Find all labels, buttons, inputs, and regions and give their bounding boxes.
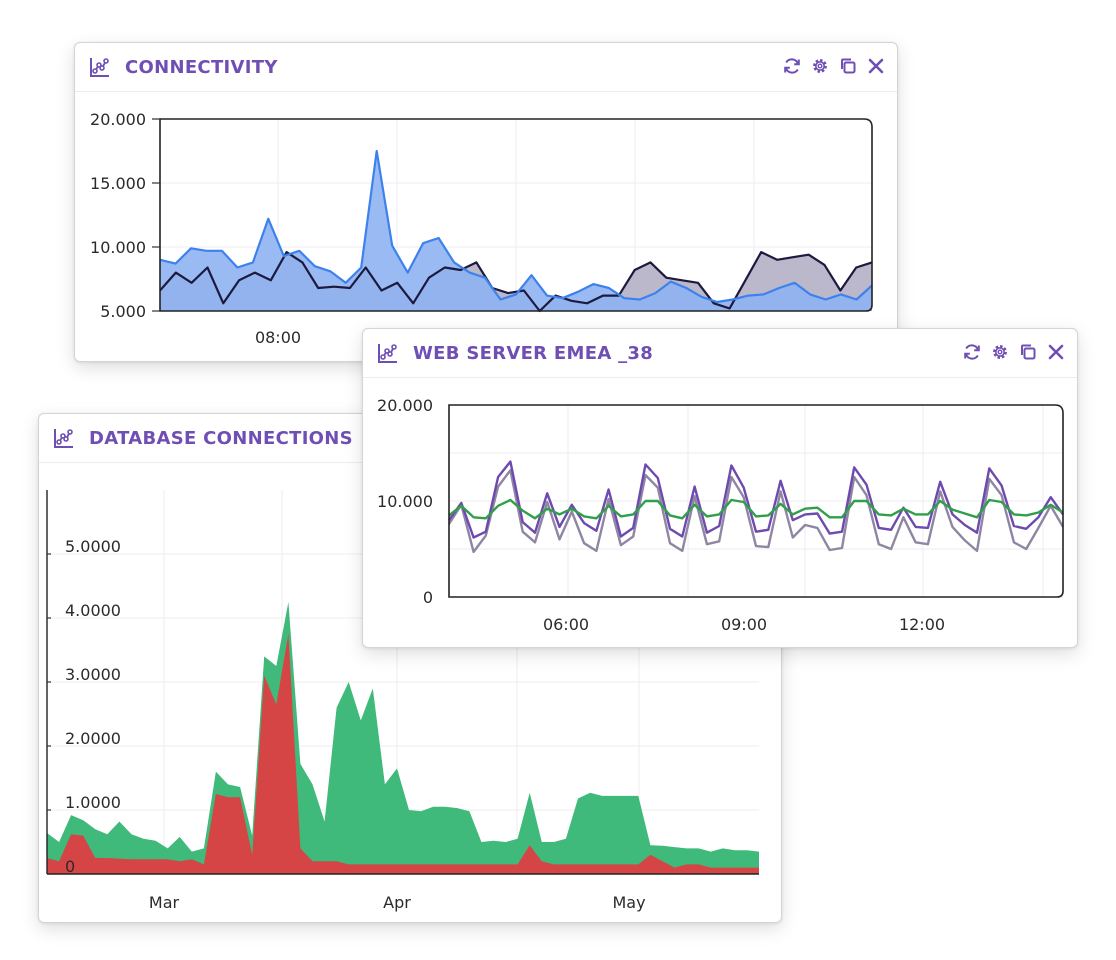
gear-icon[interactable] <box>989 341 1011 363</box>
close-icon[interactable] <box>1045 341 1067 363</box>
x-tick-label: 08:00 <box>255 328 301 347</box>
x-tick-label: 06:00 <box>543 615 589 634</box>
panel-title: DATABASE CONNECTIONS <box>89 427 353 449</box>
series-line-green <box>448 498 1064 520</box>
y-tick-label: 3.0000 <box>65 665 121 684</box>
y-tick-label: 2.0000 <box>65 729 121 748</box>
chart-icon <box>378 344 397 363</box>
y-tick-label: 10.000 <box>377 492 433 511</box>
gear-icon[interactable] <box>809 55 831 77</box>
chart-icon <box>54 429 73 448</box>
x-tick-label: Apr <box>383 893 411 912</box>
y-tick-label: 20.000 <box>90 110 146 129</box>
panel-title: CONNECTIVITY <box>125 56 278 78</box>
connectivity-panel: CONNECTIVITY 20.000 15.000 10.000 5.000 08:0… <box>74 42 898 362</box>
y-tick-label: 15.000 <box>90 174 146 193</box>
connectivity-chart: 20.000 15.000 10.000 5.000 08:00 <box>90 110 873 347</box>
y-tick-label: 0 <box>65 857 75 876</box>
chart-icon <box>90 58 109 77</box>
series-area-blue <box>160 151 872 311</box>
y-tick-label: 20.000 <box>377 396 433 415</box>
series-line-grey <box>447 469 1065 554</box>
plot-frame <box>159 118 873 312</box>
y-tick-label: 5.0000 <box>65 537 121 556</box>
web-server-panel: WEB SERVER EMEA _38 20.000 10.000 0 06:00 09… <box>362 328 1078 648</box>
panel-actions <box>961 341 1067 363</box>
x-tick-label: Mar <box>149 893 180 912</box>
y-tick-label: 4.0000 <box>65 601 121 620</box>
plot-frame <box>448 404 1064 598</box>
copy-icon[interactable] <box>837 55 859 77</box>
database-connections-chart: 5.0000 4.0000 3.0000 2.0000 1.0000 0 Mar Apr May <box>46 490 759 912</box>
close-icon[interactable] <box>865 55 887 77</box>
series-line-purple <box>448 460 1064 539</box>
series-line-navy <box>159 251 873 313</box>
x-tick-label: 09:00 <box>721 615 767 634</box>
refresh-icon[interactable] <box>781 55 803 77</box>
y-tick-label: 10.000 <box>90 238 146 257</box>
series-line-blue <box>159 149 873 304</box>
refresh-icon[interactable] <box>961 341 983 363</box>
x-tick-label: 12:00 <box>899 615 945 634</box>
y-tick-label: 5.000 <box>100 302 146 321</box>
panel-actions <box>781 55 887 77</box>
series-area-red <box>47 634 759 874</box>
panel-title: WEB SERVER EMEA _38 <box>413 342 654 364</box>
y-tick-label: 0 <box>423 588 433 607</box>
y-tick-label: 1.0000 <box>65 793 121 812</box>
copy-icon[interactable] <box>1017 341 1039 363</box>
x-tick-label: May <box>612 893 645 912</box>
panel-header: CONNECTIVITY <box>75 43 897 92</box>
web-server-chart: 20.000 10.000 0 06:00 09:00 12:00 <box>377 396 1065 634</box>
panel-header: WEB SERVER EMEA _38 <box>363 329 1077 378</box>
